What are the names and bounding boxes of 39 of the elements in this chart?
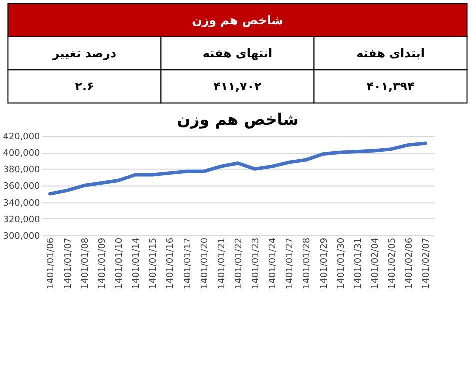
line-series <box>48 142 428 196</box>
y-tick-label: 340,000 <box>3 198 41 209</box>
x-tick-label: 1401/01/14 <box>132 238 142 290</box>
x-tick-label: 1401/02/04 <box>370 238 381 290</box>
x-tick-label: 1401/01/29 <box>320 238 330 290</box>
x-tick-label: 1401/01/15 <box>149 238 160 290</box>
x-tick-label: 1401/01/17 <box>183 238 194 290</box>
x-tick-label: 1401/01/16 <box>166 238 176 290</box>
chart-title: شاخص هم وزن <box>177 110 299 130</box>
category-label: انتهای هفته <box>202 46 273 61</box>
x-tick-label: 1401/01/23 <box>252 238 262 290</box>
x-tick-label: 1401/01/08 <box>80 238 91 290</box>
x-tick-label: 1401/01/30 <box>336 238 347 290</box>
x-tick-label: 1401/01/20 <box>200 238 210 290</box>
x-tick-label: 1401/02/07 <box>422 238 432 290</box>
x-tick-label: 1401/01/07 <box>64 238 74 290</box>
x-tick-label: 1401/01/09 <box>98 238 108 290</box>
y-tick-label: 360,000 <box>3 182 41 192</box>
x-tick-label: 1401/01/27 <box>286 238 296 290</box>
y-tick-label: 300,000 <box>3 232 41 242</box>
x-tick-label: 1401/01/24 <box>268 238 279 290</box>
x-tick-label: 1401/02/05 <box>388 238 398 290</box>
y-tick-label: 420,000 <box>3 132 41 143</box>
x-tick-label: 1401/01/06 <box>46 238 57 290</box>
x-tick-label: 1401/01/31 <box>354 238 364 290</box>
category-label: ابتدای هفته <box>356 46 425 61</box>
text: شاخص هم وزن <box>192 13 284 28</box>
category-label: درصد تغییر <box>52 46 117 61</box>
x-tick-label: 1401/01/28 <box>302 238 313 290</box>
text: ۴۱۱,۷۰۲ <box>214 80 262 94</box>
x-tick-label: 1401/01/10 <box>115 238 126 290</box>
x-tick-label: 1401/02/06 <box>405 238 416 290</box>
y-tick-label: 400,000 <box>3 149 41 160</box>
y-tick-label: 320,000 <box>3 215 41 226</box>
text: ۲.۶ <box>75 80 94 94</box>
x-tick-label: 1401/01/22 <box>234 238 244 290</box>
text: ۴۰۱,۳۹۴ <box>366 80 415 94</box>
x-tick-label: 1401/01/21 <box>217 238 228 290</box>
y-tick-label: 380,000 <box>3 166 41 176</box>
